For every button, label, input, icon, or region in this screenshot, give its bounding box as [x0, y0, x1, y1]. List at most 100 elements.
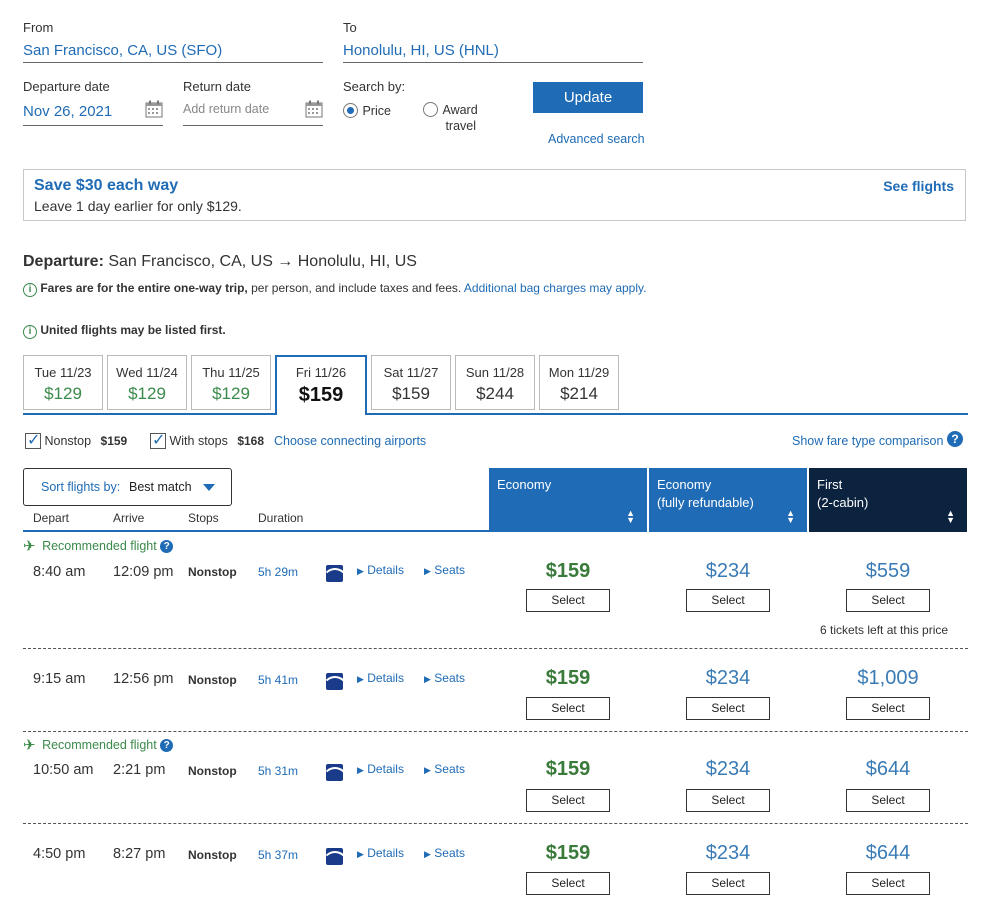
- award-radio-option[interactable]: Award travel: [423, 102, 478, 134]
- duration: 5h 29m: [258, 565, 299, 579]
- seats-link[interactable]: ▶ Seats: [424, 671, 465, 685]
- help-icon[interactable]: ?: [160, 539, 174, 553]
- with-stops-price: $168: [237, 434, 265, 448]
- details-link[interactable]: ▶ Details: [357, 671, 404, 685]
- col-economy[interactable]: Economy ▲ ▼: [489, 468, 647, 532]
- date-tab-selected[interactable]: Fri 11/26 $159: [275, 355, 367, 415]
- fares-note-text-2: per person, and include taxes and fees.: [251, 281, 462, 295]
- seats-link[interactable]: ▶ Seats: [424, 846, 465, 860]
- date-tab[interactable]: Mon 11/29 $214: [539, 355, 619, 410]
- sort-arrows-icon: ▲ ▼: [786, 508, 795, 525]
- fares-note: i Fares are for the entire one-way trip,…: [23, 281, 646, 297]
- advanced-search-link[interactable]: Advanced search: [548, 132, 645, 146]
- refundable-price: $234: [705, 758, 751, 780]
- col-economy-refundable[interactable]: Economy (fully refundable) ▲ ▼: [649, 468, 807, 532]
- date-tab-price: $244: [476, 384, 514, 403]
- date-tab[interactable]: Thu 11/25 $129: [191, 355, 271, 410]
- col-stops: Stops: [188, 511, 219, 525]
- seats-link[interactable]: ▶ Seats: [424, 762, 465, 776]
- details-link[interactable]: ▶ Details: [357, 563, 404, 577]
- to-field[interactable]: Honolulu, HI, US (HNL): [343, 42, 643, 63]
- arrive-time: 2:21 pm: [113, 762, 166, 778]
- flight-row[interactable]: 10:50 am 2:21 pm Nonstop 5h 31m ▶ Detail…: [0, 754, 996, 814]
- details-link[interactable]: ▶ Details: [357, 846, 404, 860]
- flight-row[interactable]: 4:50 pm 8:27 pm Nonstop 5h 37m ▶ Details…: [0, 838, 996, 898]
- select-first-button[interactable]: Select: [846, 697, 930, 720]
- select-first-button[interactable]: Select: [846, 789, 930, 812]
- date-tabs-underline: [23, 413, 968, 415]
- date-tab[interactable]: Tue 11/23 $129: [23, 355, 103, 410]
- search-by-label: Search by:: [343, 79, 406, 94]
- date-tab-day: Wed 11/24: [116, 365, 178, 380]
- duration: 5h 31m: [258, 764, 299, 778]
- stops: Nonstop: [188, 565, 237, 579]
- select-economy-button[interactable]: Select: [526, 589, 610, 612]
- depart-time: 10:50 am: [33, 762, 94, 778]
- details-link[interactable]: ▶ Details: [357, 762, 404, 776]
- calendar-icon[interactable]: [145, 100, 163, 118]
- departure-heading: Departure: San Francisco, CA, US → Honol…: [23, 253, 417, 271]
- stops: Nonstop: [188, 848, 237, 862]
- fare-comparison-link[interactable]: Show fare type comparison: [792, 434, 944, 448]
- col-arrive: Arrive: [113, 511, 145, 525]
- recommended-label: Recommended flight: [42, 539, 157, 553]
- united-logo-icon: [326, 565, 343, 582]
- select-refundable-button[interactable]: Select: [686, 789, 770, 812]
- date-tab[interactable]: Sat 11/27 $159: [371, 355, 451, 410]
- first-price: $559: [865, 560, 911, 582]
- select-economy-button[interactable]: Select: [526, 789, 610, 812]
- return-date-field[interactable]: Add return date: [183, 100, 323, 126]
- award-radio[interactable]: [423, 102, 438, 117]
- update-button[interactable]: Update: [533, 82, 643, 113]
- date-tab[interactable]: Sun 11/28 $244: [455, 355, 535, 410]
- row-divider: [23, 823, 968, 824]
- calendar-icon[interactable]: [305, 100, 323, 118]
- sort-arrows-icon: ▲ ▼: [626, 508, 635, 525]
- col-economy-ref-label-1: Economy: [657, 477, 712, 492]
- select-refundable-button[interactable]: Select: [686, 589, 770, 612]
- refundable-price: $234: [705, 667, 751, 689]
- depart-time: 8:40 am: [33, 564, 86, 580]
- united-logo-icon: [326, 673, 343, 690]
- economy-price: $159: [545, 842, 591, 864]
- award-radio-label-2: travel: [445, 119, 477, 133]
- price-radio-option[interactable]: Price: [343, 102, 391, 120]
- price-radio[interactable]: [343, 103, 358, 119]
- col-duration: Duration: [258, 511, 304, 525]
- see-flights-link[interactable]: See flights: [883, 178, 954, 194]
- sort-dropdown[interactable]: Sort flights by: Best match: [23, 468, 232, 506]
- select-economy-button[interactable]: Select: [526, 872, 610, 895]
- col-depart: Depart: [33, 511, 70, 525]
- return-date-label: Return date: [183, 79, 251, 94]
- nonstop-filter[interactable]: Nonstop $159: [25, 430, 127, 450]
- economy-price: $159: [545, 758, 591, 780]
- help-icon[interactable]: ?: [160, 738, 174, 752]
- date-tab-day: Fri 11/26: [295, 365, 347, 380]
- savings-banner: Save $30 each way Leave 1 day earlier fo…: [23, 169, 966, 221]
- nonstop-checkbox[interactable]: [25, 430, 41, 450]
- banner-text: Leave 1 day earlier for only $129.: [34, 198, 242, 214]
- with-stops-filter[interactable]: With stops $168: [150, 430, 265, 450]
- flight-row[interactable]: 8:40 am 12:09 pm Nonstop 5h 29m ▶ Detail…: [0, 555, 996, 650]
- date-tab[interactable]: Wed 11/24 $129: [107, 355, 187, 410]
- united-logo-icon: [326, 764, 343, 781]
- departure-heading-label: Departure:: [23, 253, 104, 270]
- flight-row[interactable]: 9:15 am 12:56 pm Nonstop 5h 41m ▶ Detail…: [0, 663, 996, 723]
- select-first-button[interactable]: Select: [846, 872, 930, 895]
- col-first[interactable]: First (2-cabin) ▲ ▼: [809, 468, 967, 532]
- help-icon[interactable]: ?: [947, 431, 963, 447]
- connecting-airports-link[interactable]: Choose connecting airports: [274, 434, 427, 448]
- col-first-label-2: (2-cabin): [817, 495, 869, 510]
- select-refundable-button[interactable]: Select: [686, 872, 770, 895]
- row-divider: [23, 731, 968, 732]
- departure-date-field[interactable]: Nov 26, 2021: [23, 100, 163, 126]
- bag-charges-link[interactable]: Additional bag charges may apply.: [463, 281, 647, 295]
- award-radio-label-1: Award: [442, 103, 478, 117]
- select-first-button[interactable]: Select: [846, 589, 930, 612]
- select-economy-button[interactable]: Select: [526, 697, 610, 720]
- united-logo-icon: [326, 848, 343, 865]
- select-refundable-button[interactable]: Select: [686, 697, 770, 720]
- from-field[interactable]: San Francisco, CA, US (SFO): [23, 42, 323, 63]
- with-stops-checkbox[interactable]: [150, 430, 166, 450]
- seats-link[interactable]: ▶ Seats: [424, 563, 465, 577]
